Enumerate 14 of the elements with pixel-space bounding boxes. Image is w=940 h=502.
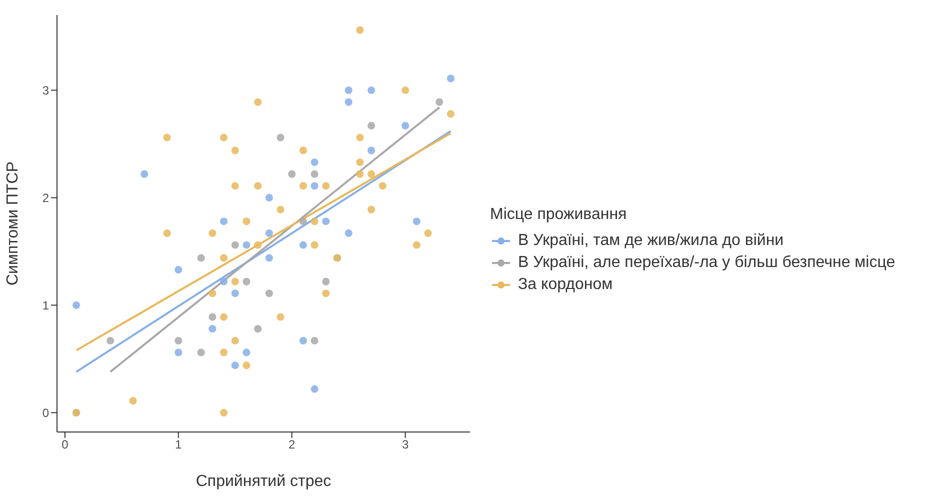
x-tick-label: 3 [402, 438, 409, 452]
y-axis-title: Симптоми ПТСР [4, 161, 22, 286]
x-tick-label: 0 [62, 438, 69, 452]
x-tick-label: 1 [175, 438, 182, 452]
y-tick-label: 2 [42, 190, 50, 205]
x-axis-title: Сприйнятий стрес [196, 473, 332, 490]
legend-label: За кордоном [518, 276, 613, 294]
y-tick-label: 3 [42, 83, 50, 98]
x-tick-label: 2 [288, 438, 296, 452]
legend-title: Місце проживання [490, 206, 628, 224]
legend-label: В Україні, але переїхав/-ла у більш безпечне місце [518, 254, 896, 272]
legend-label: В Україні, там де жив/жила до війни [518, 232, 784, 250]
y-tick-label: 0 [42, 406, 50, 420]
y-tick-label: 1 [42, 298, 50, 312]
